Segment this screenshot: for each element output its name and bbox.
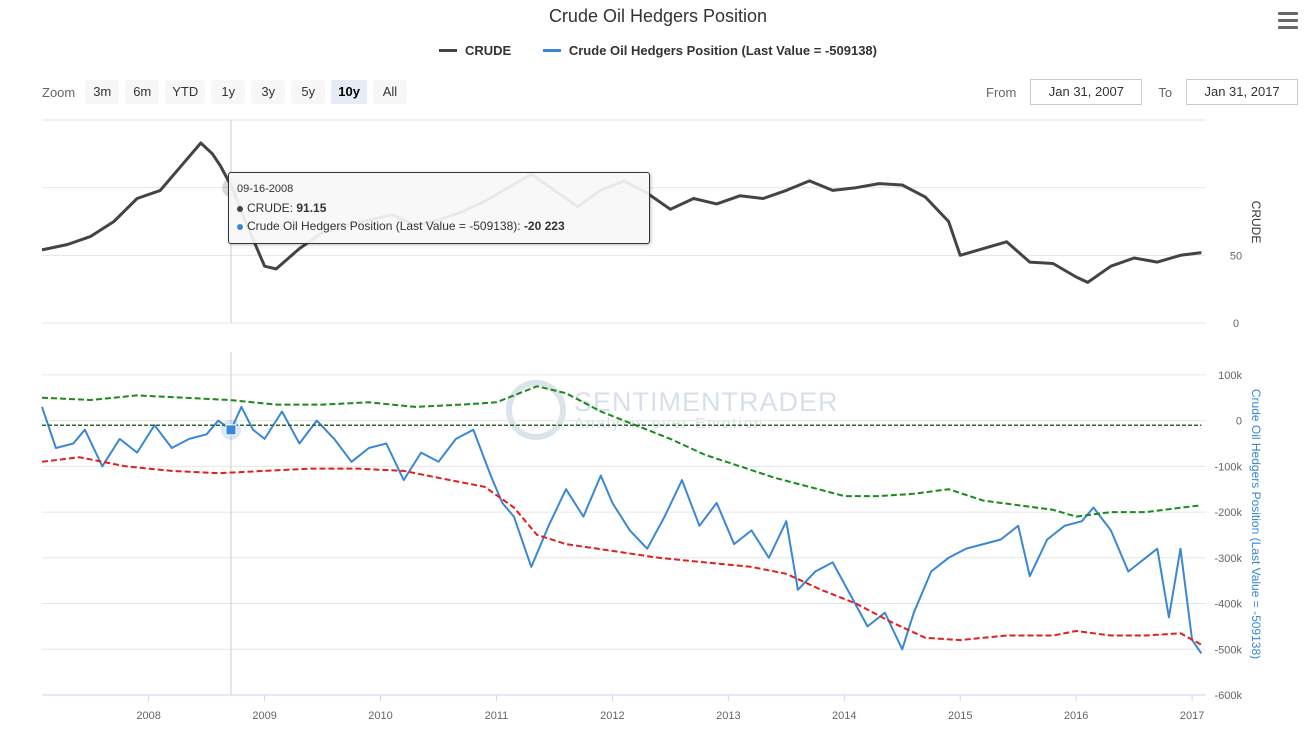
tooltip-dot-hedgers [237,223,243,230]
to-date-input[interactable]: Jan 31, 2017 [1186,79,1299,105]
zoom-button-all[interactable]: All [372,80,407,104]
zoom-button-10y[interactable]: 10y [331,80,367,104]
zoom-label: Zoom [42,84,76,100]
menu-icon[interactable] [1278,12,1298,30]
from-label: From [986,84,1017,100]
zoom-button-3y[interactable]: 3y [251,80,286,104]
x-tick-label: 2014 [832,710,856,722]
x-tick-label: 2015 [948,710,972,722]
watermark-logo-icon [506,380,566,440]
legend: CRUDE Crude Oil Hedgers Position (Last V… [0,40,1316,58]
zoom-button-6m[interactable]: 6m [125,80,160,104]
x-tick-label: 2016 [1064,710,1088,722]
y-axis-title-hedgers: Crude Oil Hedgers Position (Last Value =… [1249,389,1263,659]
date-range: From Jan 31, 2007 To Jan 31, 2017 [986,79,1299,105]
y-tick-label-hedgers: -600k [1214,690,1242,702]
legend-label-crude: CRUDE [465,43,512,58]
legend-swatch-hedgers [542,49,561,52]
hedgers-line [41,405,1203,654]
zoom-button-3m[interactable]: 3m [85,80,120,104]
to-label: To [1158,84,1173,100]
zoom-button-5y[interactable]: 5y [291,80,326,104]
x-tick-label: 2009 [252,710,276,722]
y-tick-label-hedgers: -400k [1214,599,1242,611]
x-tick-label: 2012 [600,710,624,722]
from-date-input[interactable]: Jan 31, 2007 [1030,79,1143,105]
y-tick-label-crude: 50 [1230,250,1242,262]
y-axis-title-crude: CRUDE [1249,201,1263,244]
y-tick-label-hedgers: -300k [1214,553,1242,565]
tooltip-dot-crude [237,205,243,212]
y-tick-label-crude: 0 [1233,318,1239,330]
y-tick-label-hedgers: -500k [1214,644,1242,656]
lower-band-line [41,456,1202,646]
tooltip-hedgers-value: -20 223 [523,219,565,233]
watermark-name: SENTIMENTRADER [574,386,839,417]
y-tick-label-hedgers: 100k [1218,370,1242,382]
chart-title: Crude Oil Hedgers Position [548,6,768,26]
tooltip-hedgers-label: Crude Oil Hedgers Position (Last Value =… [247,219,524,233]
x-tick-label: 2013 [716,710,740,722]
legend-label-hedgers: Crude Oil Hedgers Position (Last Value =… [568,43,877,58]
legend-item-hedgers[interactable]: Crude Oil Hedgers Position (Last Value =… [542,43,877,58]
legend-swatch-crude [439,49,457,52]
legend-item-crude[interactable]: CRUDE [439,43,511,58]
tooltip-crude-value: 91.15 [296,201,327,215]
y-tick-label-hedgers: -100k [1214,461,1242,473]
y-tick-label-hedgers: 0 [1236,416,1242,428]
tooltip-crude-label: CRUDE: [247,201,297,215]
x-tick-label: 2011 [485,710,509,722]
x-tick-label: 2008 [136,710,160,722]
tooltip-row-hedgers: Crude Oil Hedgers Position (Last Value =… [237,219,565,233]
x-tick-label: 2017 [1180,710,1204,722]
x-tick-label: 2010 [368,710,392,722]
y-tick-label-hedgers: -200k [1214,507,1242,519]
hedgers-hover-marker [225,424,237,436]
tooltip: 09-16-2008 CRUDE: 91.15 Crude Oil Hedger… [228,172,650,244]
tooltip-date: 09-16-2008 [237,183,294,195]
zoom-button-ytd[interactable]: YTD [165,80,206,104]
upper-band-line [41,385,1202,518]
tooltip-row-crude: CRUDE: 91.15 [237,201,326,215]
zoom-selector: Zoom 3m 6m YTD 1y 3y 5y 10y All [42,80,413,104]
zoom-button-1y[interactable]: 1y [211,80,246,104]
